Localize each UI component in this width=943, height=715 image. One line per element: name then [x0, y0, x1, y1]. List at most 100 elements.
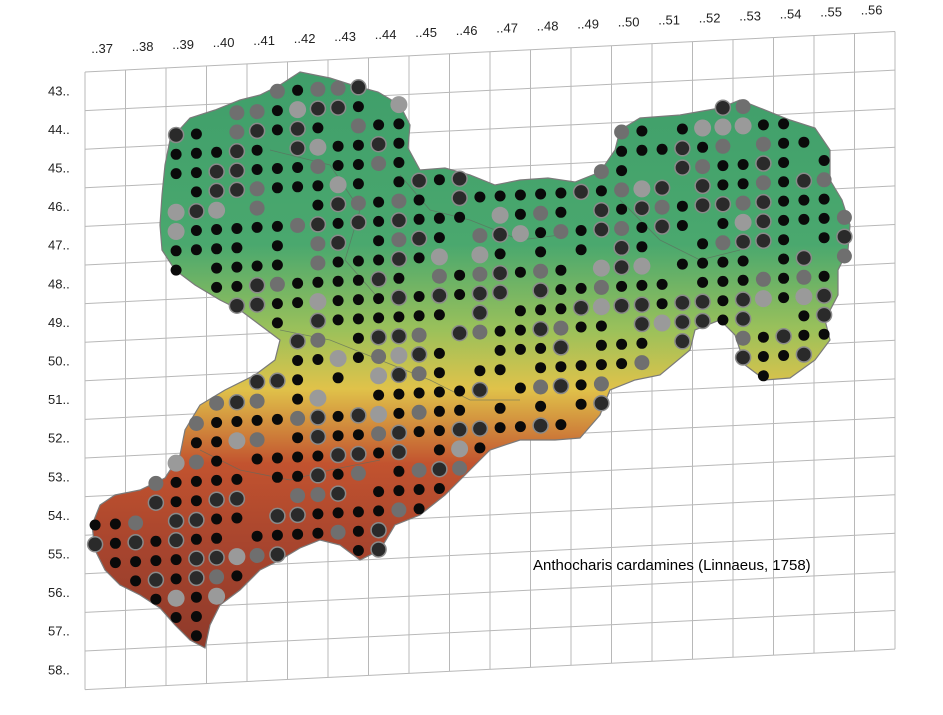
column-label: ..41: [253, 33, 275, 48]
record-dot: [332, 468, 344, 480]
record-dot: [532, 320, 549, 338]
column-label: ..40: [213, 35, 235, 50]
record-dot: [130, 575, 142, 587]
column-label: ..45: [415, 25, 437, 40]
record-dot: [592, 259, 610, 277]
record-dot: [352, 313, 364, 325]
row-label: 56..: [48, 585, 70, 600]
record-dot: [411, 462, 427, 478]
record-dot: [533, 263, 549, 279]
saxony-region-shape: [91, 71, 851, 649]
record-dot: [228, 297, 246, 314]
record-dot: [411, 366, 427, 382]
record-dot: [472, 324, 488, 340]
record-dot: [208, 491, 225, 508]
row-label: 52..: [48, 431, 70, 446]
record-dot: [411, 327, 427, 343]
record-dot: [190, 437, 202, 449]
record-dot: [535, 342, 547, 354]
row-label: 45..: [48, 161, 70, 176]
record-dot: [734, 310, 752, 328]
record-dot: [109, 518, 121, 530]
record-dot: [471, 381, 489, 399]
record-dot: [373, 196, 385, 208]
record-dot: [714, 195, 732, 213]
record-dot: [798, 329, 810, 341]
record-dot: [614, 124, 630, 140]
record-dot: [170, 148, 182, 160]
record-dot: [491, 206, 509, 224]
record-dot: [309, 389, 327, 407]
record-dot: [393, 311, 405, 323]
record-dot: [413, 387, 425, 399]
record-dot: [433, 425, 445, 437]
row-label: 44..: [48, 122, 70, 137]
record-dot: [494, 344, 506, 356]
record-dot: [535, 246, 547, 258]
record-dot: [433, 347, 445, 359]
record-dot: [737, 178, 749, 190]
row-label: 53..: [48, 469, 70, 484]
record-dot: [312, 180, 324, 192]
record-dot: [575, 244, 587, 256]
record-dot: [472, 266, 488, 282]
record-dot: [309, 216, 327, 233]
record-dot: [332, 275, 344, 287]
record-dot: [494, 364, 506, 376]
record-dot: [431, 287, 448, 304]
record-dot: [208, 201, 226, 219]
record-dot: [616, 358, 628, 370]
record-dot: [533, 379, 549, 395]
record-dot: [714, 99, 732, 116]
record-dot: [734, 117, 752, 135]
record-dot: [332, 160, 344, 171]
record-dot: [393, 137, 405, 149]
record-dot: [190, 225, 202, 236]
record-dot: [778, 253, 790, 265]
record-dot: [433, 405, 445, 417]
record-dot: [352, 139, 364, 151]
record-dot: [798, 310, 810, 322]
record-dot: [170, 612, 182, 623]
record-dot: [249, 393, 265, 409]
record-dot: [309, 312, 327, 330]
record-dot: [411, 404, 427, 420]
record-dot: [636, 337, 648, 349]
record-dot: [312, 508, 324, 520]
record-dot: [329, 350, 347, 367]
row-label: 49..: [48, 315, 70, 330]
record-dot: [190, 475, 202, 487]
column-label: ..55: [820, 5, 842, 20]
record-dot: [309, 409, 327, 426]
record-dot: [734, 213, 752, 231]
record-dot: [292, 84, 304, 96]
record-dot: [555, 361, 567, 373]
record-dot: [593, 221, 610, 238]
record-dot: [431, 268, 447, 284]
record-dot: [676, 220, 688, 231]
column-label: ..43: [334, 29, 356, 44]
record-dot: [309, 428, 327, 445]
record-dot: [595, 359, 607, 371]
record-dot: [211, 146, 223, 158]
record-dot: [697, 276, 709, 288]
record-dot: [816, 172, 832, 188]
record-dot: [494, 402, 506, 414]
record-dot: [190, 186, 202, 198]
record-dot: [271, 471, 283, 483]
record-dot: [778, 214, 790, 226]
record-dot: [251, 453, 263, 465]
record-dot: [109, 557, 121, 569]
record-dot: [209, 395, 225, 411]
record-dot: [433, 174, 445, 186]
record-dot: [292, 451, 304, 463]
record-dot: [271, 124, 283, 136]
row-label: 54..: [48, 508, 70, 523]
record-dot: [211, 417, 223, 428]
record-dot: [575, 225, 587, 236]
record-dot: [249, 104, 265, 120]
record-dot: [413, 484, 425, 495]
record-dot: [593, 394, 610, 412]
record-dot: [734, 291, 752, 308]
